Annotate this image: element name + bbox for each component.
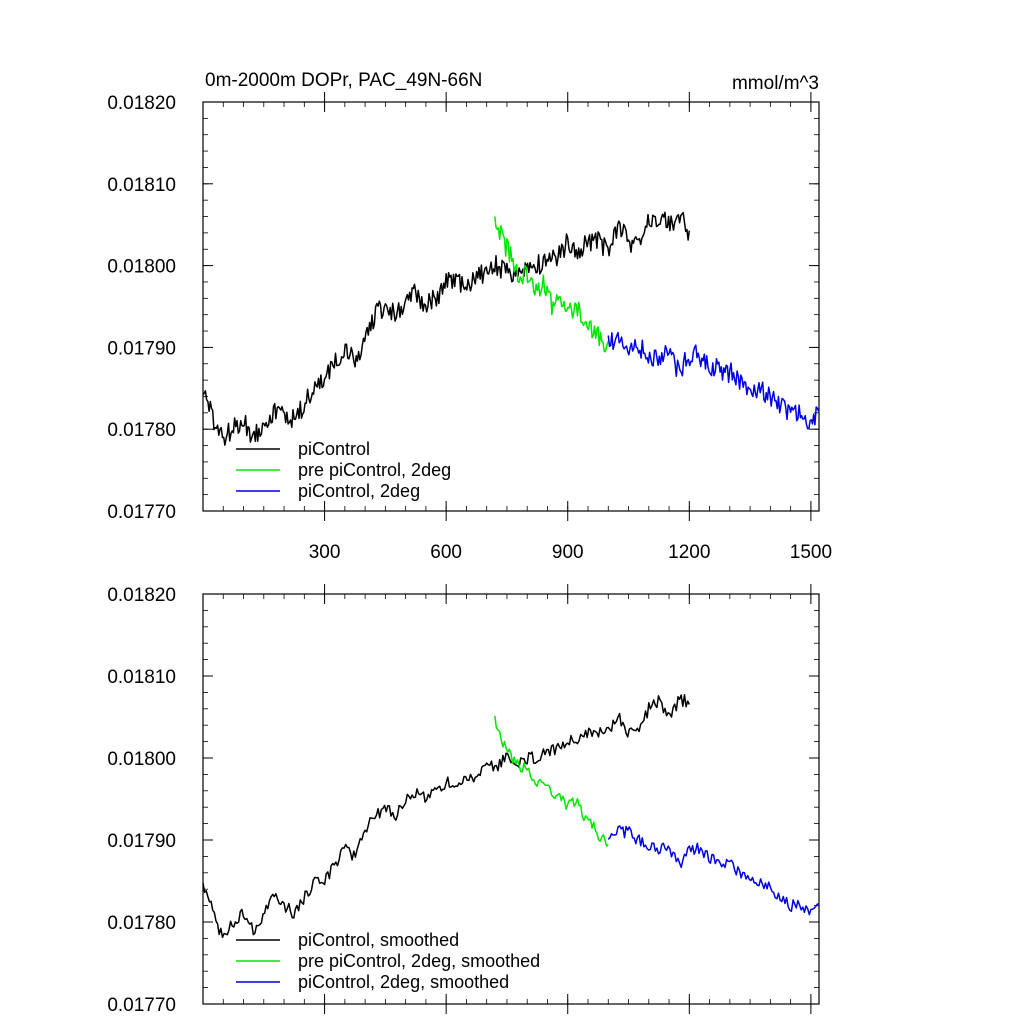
y-tick-label: 0.01770 [107, 995, 176, 1016]
chart-title: 0m-2000m DOPr, PAC_49N-66N [205, 70, 482, 91]
legend-label: piControl, 2deg, smoothed [298, 972, 509, 992]
bottom-panel: 0.01770 0.01780 0.01790 0.01800 0.01810 0.018… [107, 584, 820, 1016]
legend-label: piControl, smoothed [298, 930, 459, 950]
x-tick-label: 600 [430, 542, 462, 563]
legend-label: piControl [298, 439, 370, 459]
y-tick-label: 0.01800 [107, 749, 176, 770]
y-tick-label: 0.01820 [107, 93, 176, 114]
y-tick-label: 0.01790 [107, 338, 176, 359]
y-tick-label: 0.01790 [107, 831, 176, 852]
y-tick-label: 0.01810 [107, 175, 176, 196]
series-line [202, 211, 691, 446]
units-label: mmol/m^3 [732, 73, 819, 94]
y-tick-label: 0.01810 [107, 667, 176, 688]
legend-label: pre piControl, 2deg [298, 460, 451, 480]
series-line [607, 825, 820, 916]
y-tick-label: 0.01820 [107, 585, 176, 606]
bottom-plot-frame [202, 593, 820, 1005]
y-tick-label: 0.01770 [107, 502, 176, 523]
x-tick-label: 1500 [790, 542, 832, 563]
y-tick-label: 0.01800 [107, 257, 176, 278]
legend-label: pre piControl, 2deg, smoothed [298, 951, 540, 971]
x-tick-label: 1200 [668, 542, 710, 563]
x-tick-label: 300 [309, 542, 341, 563]
series-line [202, 694, 690, 939]
series-line [494, 216, 609, 353]
y-tick-label: 0.01780 [107, 913, 176, 934]
series-line [494, 715, 609, 847]
series-line [607, 331, 820, 430]
y-tick-label: 0.01780 [107, 420, 176, 441]
top-plot-frame [202, 101, 820, 512]
top-panel: 0m-2000m DOPr, PAC_49N-66N mmol/m^3 0.01… [107, 70, 832, 563]
legend-label: piControl, 2deg [298, 481, 420, 501]
x-tick-label: 900 [552, 542, 584, 563]
